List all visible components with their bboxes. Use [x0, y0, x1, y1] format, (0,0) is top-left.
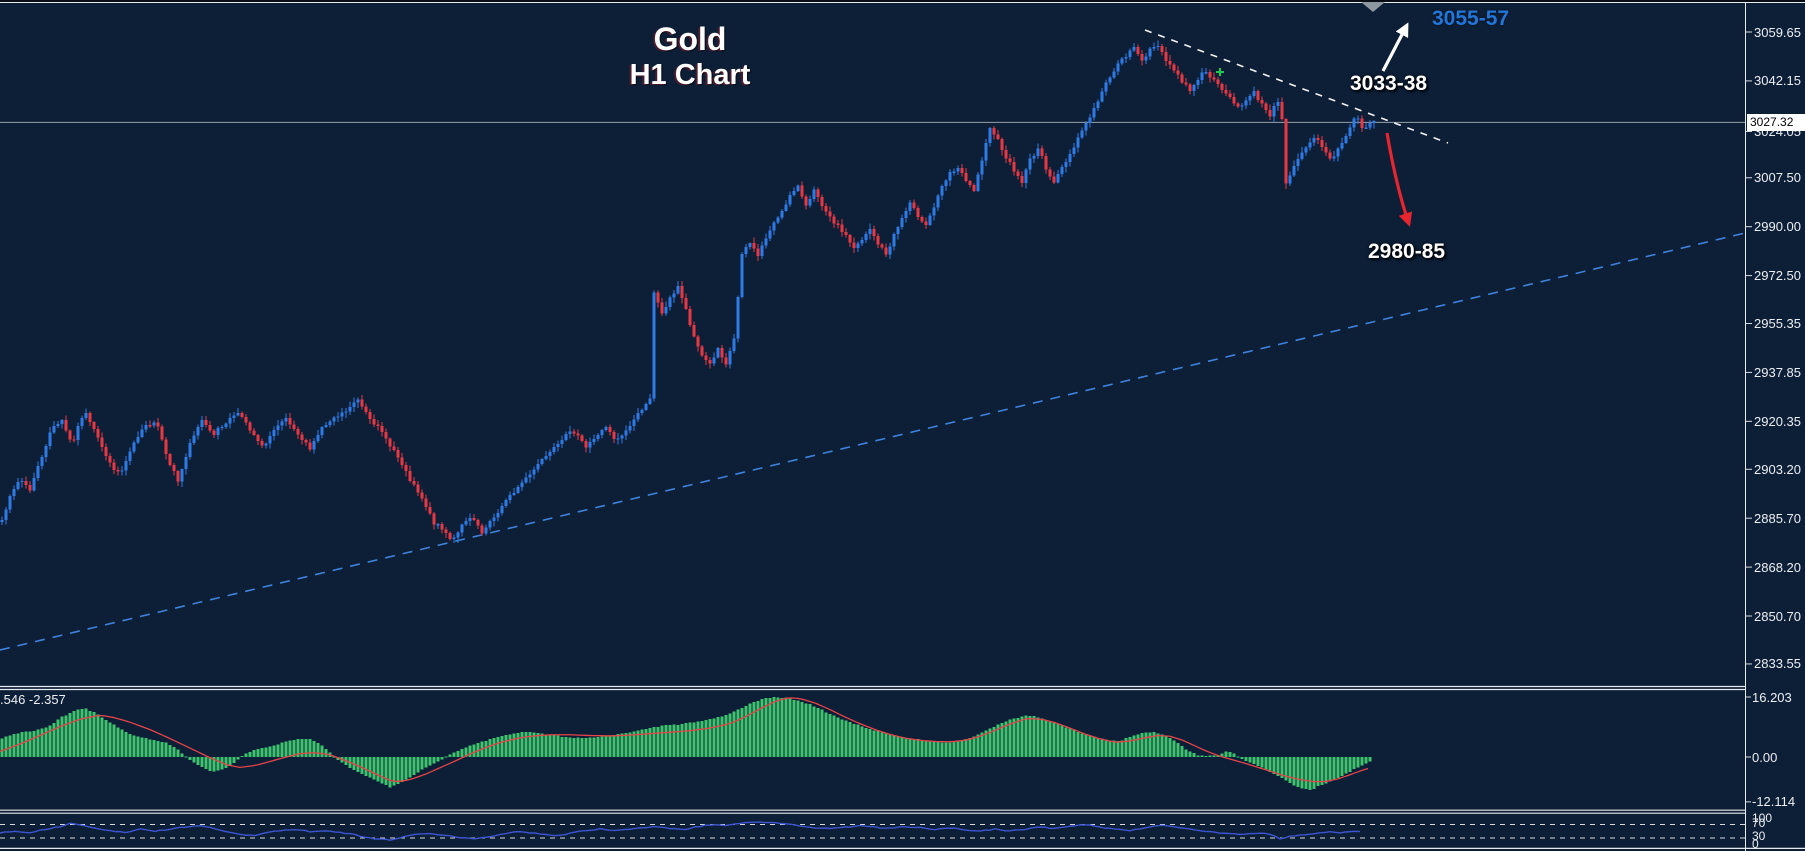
oscillator-axis-label: 0	[1752, 837, 1759, 851]
oscillator-panel	[0, 821, 1745, 841]
chart-title-symbol: Gold	[653, 21, 727, 57]
macd-axis-label: 0.00	[1752, 749, 1778, 765]
annotation-downside-target[interactable]: 2980-85	[1368, 240, 1446, 263]
annotation-upside-target[interactable]: 3055-57	[1432, 7, 1510, 30]
price-axis-label: 2920.35	[1754, 413, 1801, 429]
price-axis-label: 3042.15	[1754, 73, 1801, 89]
macd-values-label: .546 -2.357	[0, 692, 66, 707]
price-axis-label: 2937.85	[1754, 364, 1801, 380]
price-axis-label: 2972.50	[1754, 268, 1801, 284]
price-axis-label: 2833.55	[1754, 656, 1801, 672]
main-chart-panel	[0, 29, 1745, 651]
oscillator-line	[0, 821, 1361, 841]
chart-title-timeframe: H1 Chart	[629, 59, 751, 91]
oscillator-axis-label: 100	[1752, 811, 1773, 825]
annotation-resistance-zone[interactable]: 3033-38	[1350, 72, 1428, 95]
price-axis-label: 3007.50	[1754, 170, 1801, 186]
candles	[0, 40, 1376, 543]
current-price-tag: 3027.32	[1747, 113, 1805, 131]
down-arrow[interactable]	[1385, 132, 1413, 227]
chart-shift-marker-icon[interactable]	[1361, 2, 1385, 12]
oscillator-axis-label: 30	[1752, 829, 1766, 843]
chart-title: Gold H1 Chart	[540, 20, 840, 92]
up-arrow[interactable]	[1381, 22, 1409, 72]
price-axis-label: 2850.70	[1754, 608, 1801, 624]
macd-axis-label: 16.203	[1752, 689, 1792, 705]
macd-signal-line	[0, 697, 1369, 783]
oscillator-axis-label: 70	[1752, 816, 1766, 830]
descending-resistance	[1144, 29, 1449, 144]
macd-panel	[0, 697, 1372, 791]
price-axis-label: 2955.35	[1754, 316, 1801, 332]
macd-histogram	[0, 697, 1372, 791]
price-axis-label: 2868.20	[1754, 559, 1801, 575]
price-axis-label: 3059.65	[1754, 24, 1801, 40]
price-axis-label: 2903.20	[1754, 461, 1801, 477]
price-axis-label: 2990.00	[1754, 219, 1801, 235]
price-axis-label: 2885.70	[1754, 510, 1801, 526]
ascending-support	[0, 232, 1745, 651]
macd-axis-label: -12.114	[1752, 794, 1796, 810]
